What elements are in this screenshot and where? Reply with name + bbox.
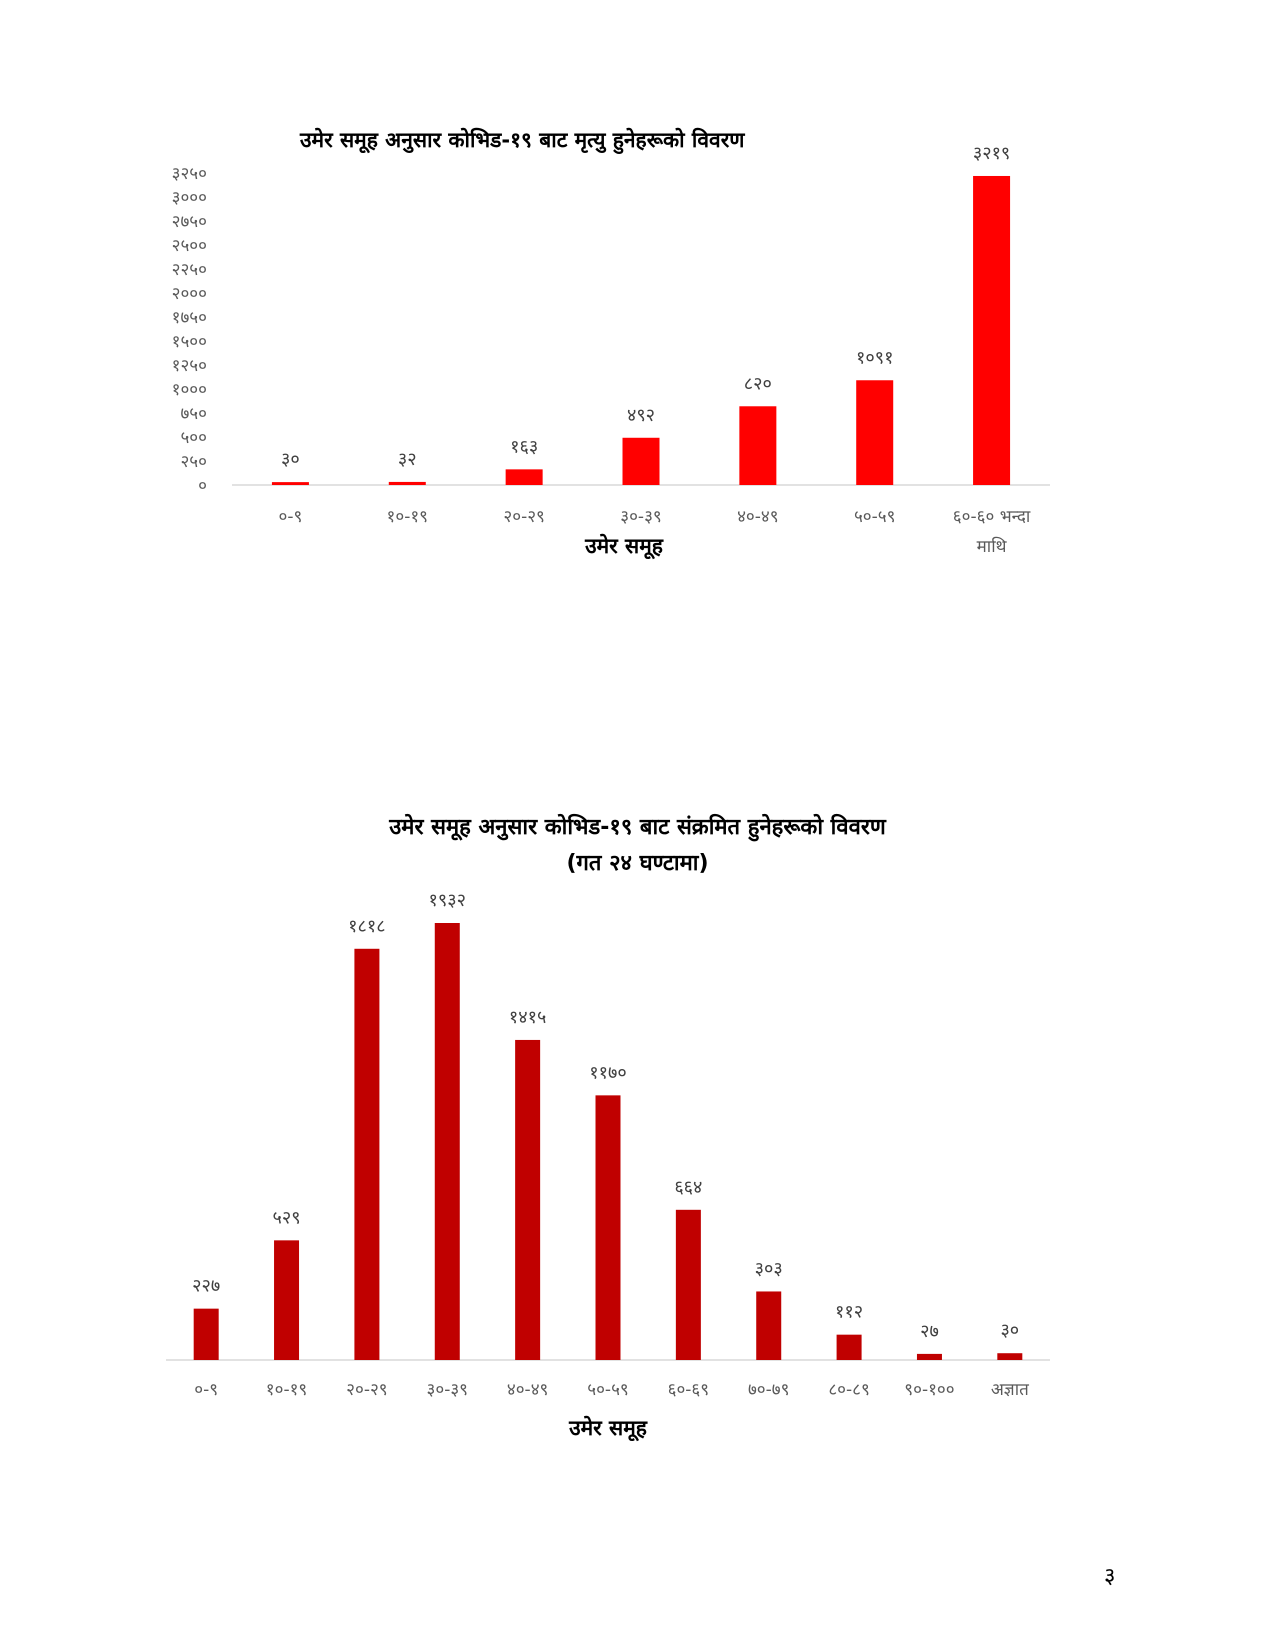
infection-data-label: २२७ [192,1276,220,1297]
infection-x-tick-label: अज्ञात [991,1380,1029,1400]
death-data-label: १६३ [510,436,538,457]
infection-x-tick-label: ०-९ [194,1380,218,1400]
infection-x-tick-label: ९०-१०० [904,1380,954,1400]
infection-x-axis-title: उमेर समूह [568,1415,648,1442]
infection-x-tick-label: ८०-८९ [828,1380,870,1400]
death-data-label: ३२ [398,449,417,470]
infection-bar [274,1240,300,1360]
infection-bar [756,1291,782,1360]
death-data-label: १०९१ [856,347,893,368]
death-y-tick-label: १००० [172,380,207,400]
infection-data-label: ६६४ [674,1177,702,1198]
infection-data-label: १४१५ [509,1007,546,1028]
infection-data-label: ३० [1000,1320,1019,1341]
infection-chart-title: उमेर समूह अनुसार कोभिड-१९ बाट संक्रमित ह… [389,815,886,840]
death-bar [739,406,777,485]
infection-bar [515,1039,541,1360]
death-data-label: ३० [281,449,300,470]
infection-bar [434,923,460,1360]
death-x-tick-label: ०-९ [279,507,303,527]
death-x-tick-label: ४०-४९ [737,507,779,527]
death-y-tick-label: ० [198,476,207,496]
death-x-tick-label-cont: माथि [977,536,1008,557]
death-x-tick-label: ५०-५९ [854,507,896,527]
death-y-tick-label: २२५० [172,260,207,280]
infection-x-tick-label: ७०-७९ [748,1380,790,1400]
death-y-tick-label: १२५० [172,356,207,376]
infection-bar [354,948,380,1360]
infection-data-label: २७ [920,1321,939,1342]
infection-x-tick-label: ३०-३९ [427,1380,469,1400]
death-y-tick-label: १५०० [172,332,207,352]
death-y-tick-label: ३२५० [172,164,207,184]
infection-bar [675,1209,701,1360]
death-bar [388,481,426,485]
death-data-label: ८२० [744,373,772,394]
death-x-tick-label: २०-२९ [503,507,545,527]
death-y-tick-label: १७५० [172,308,207,328]
infection-x-tick-label: ४०-४९ [507,1380,549,1400]
infection-bar [916,1353,942,1360]
infection-chart-title-block: उमेर समूह अनुसार कोभिड-१९ बाट संक्रमित ह… [0,810,1275,882]
death-bar [973,175,1011,485]
infection-data-label: ११२ [835,1302,863,1323]
death-y-tick-label: ३००० [172,188,207,208]
death-chart-title: उमेर समूह अनुसार कोभिड-१९ बाट मृत्यु हुन… [300,128,745,152]
page-number: ३ [1104,1564,1116,1589]
death-data-label: ३२१९ [973,143,1010,164]
death-x-tick-label: ३०-३९ [620,507,662,527]
death-x-axis-title: उमेर समूह [584,533,664,560]
infection-x-tick-label: २०-२९ [346,1380,388,1400]
death-x-tick-label: ६०-६० भन्दा [953,507,1031,527]
infection-data-label: १९३२ [429,890,466,911]
death-bar [505,469,543,485]
infection-bar [836,1334,862,1360]
infection-data-label: ११७० [589,1062,626,1083]
infection-data-label: ५२९ [272,1207,300,1228]
death-bar [271,482,309,485]
infection-x-tick-label: ५०-५९ [587,1380,629,1400]
death-y-tick-label: २००० [172,284,207,304]
death-y-tick-label: २५०० [172,236,207,256]
death-y-tick-label: २५० [180,452,207,472]
death-bar [622,437,660,485]
death-chart: ० २५० ५०० ७५० १००० १२५० १५०० १७५० २००० २२५० २५०० २७… [172,143,1050,560]
infection-data-label: १८१८ [348,916,385,937]
death-y-tick-label: ५०० [180,428,207,448]
death-y-tick-label: ७५० [180,404,207,424]
infection-bar [595,1095,621,1360]
infection-bar [997,1353,1023,1360]
death-bar [856,380,894,485]
death-x-tick-label: १०-१९ [387,507,429,527]
infection-chart-subtitle: (गत २४ घण्टामा) [566,851,709,876]
infection-x-tick-label: १०-१९ [266,1380,308,1400]
death-data-label: ४९२ [627,405,655,426]
infection-data-label: ३०३ [755,1258,783,1279]
infection-bar [193,1308,219,1360]
death-y-tick-label: २७५० [172,212,207,232]
infection-x-tick-label: ६०-६९ [668,1380,710,1400]
